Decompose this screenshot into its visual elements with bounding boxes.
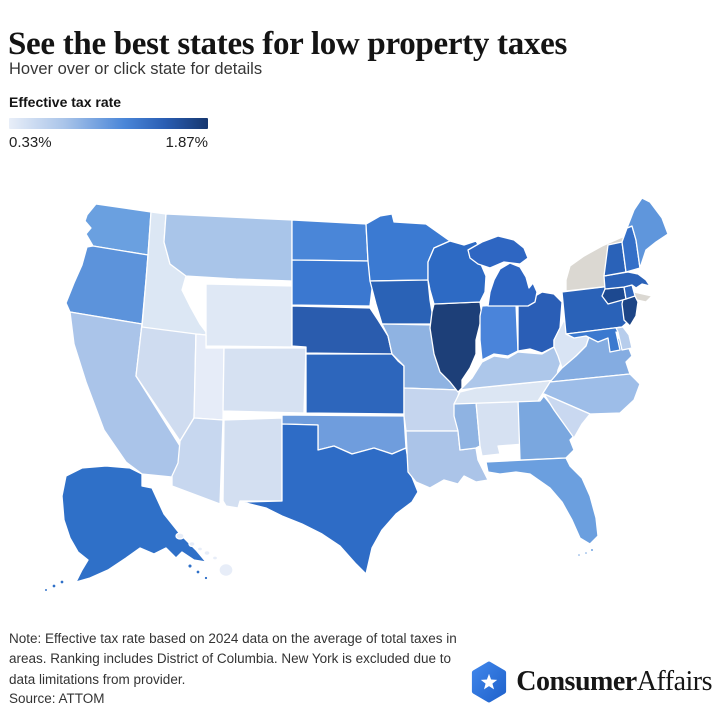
state-utah[interactable] [193, 333, 225, 421]
state-florida[interactable] [485, 457, 599, 545]
state-oregon[interactable] [65, 245, 149, 325]
state-michigan[interactable] [467, 235, 538, 307]
state-hawaii[interactable] [175, 532, 234, 578]
consumeraffairs-logo: ConsumerAffairs [470, 660, 713, 704]
state-nebraska[interactable] [291, 305, 393, 355]
page-title: See the best states for low property tax… [8, 26, 567, 63]
legend: Effective tax rate 0.33% 1.87% [9, 94, 209, 151]
source-credit: Source: ATTOM [9, 691, 105, 706]
state-kansas[interactable] [305, 353, 405, 415]
state-colorado[interactable] [222, 347, 307, 414]
state-south-dakota[interactable] [291, 259, 375, 307]
state-massachusetts[interactable] [603, 271, 651, 290]
state-delaware[interactable] [615, 326, 633, 351]
state-maine[interactable] [626, 197, 669, 269]
brand-wordmark: ConsumerAffairs [516, 666, 712, 697]
star-hexagon-icon [472, 661, 507, 703]
florida-keys [576, 547, 595, 558]
state-alaska[interactable] [43, 465, 209, 593]
us-choropleth-map[interactable] [28, 184, 692, 621]
map-instruction: Hover over or click state for details [9, 60, 263, 78]
star-glyph [481, 673, 498, 690]
legend-max-value: 1.87% [165, 134, 208, 151]
footnote: Note: Effective tax rate based on 2024 d… [9, 631, 457, 687]
state-texas[interactable] [241, 423, 419, 575]
state-iowa[interactable] [369, 279, 435, 325]
state-north-dakota[interactable] [291, 219, 369, 262]
state-montana[interactable] [163, 213, 293, 282]
lower-48-states [65, 197, 669, 575]
state-arkansas[interactable] [403, 387, 461, 432]
legend-label: Effective tax rate [9, 94, 122, 110]
state-alabama[interactable] [475, 398, 525, 457]
legend-min-value: 0.33% [9, 134, 52, 151]
state-new-mexico[interactable] [222, 417, 283, 509]
legend-gradient-bar [9, 118, 208, 129]
state-wyoming[interactable] [205, 283, 293, 348]
state-indiana[interactable] [479, 303, 519, 361]
state-north-carolina[interactable] [537, 373, 641, 415]
state-arizona[interactable] [171, 417, 224, 505]
state-south-carolina[interactable] [543, 393, 591, 439]
